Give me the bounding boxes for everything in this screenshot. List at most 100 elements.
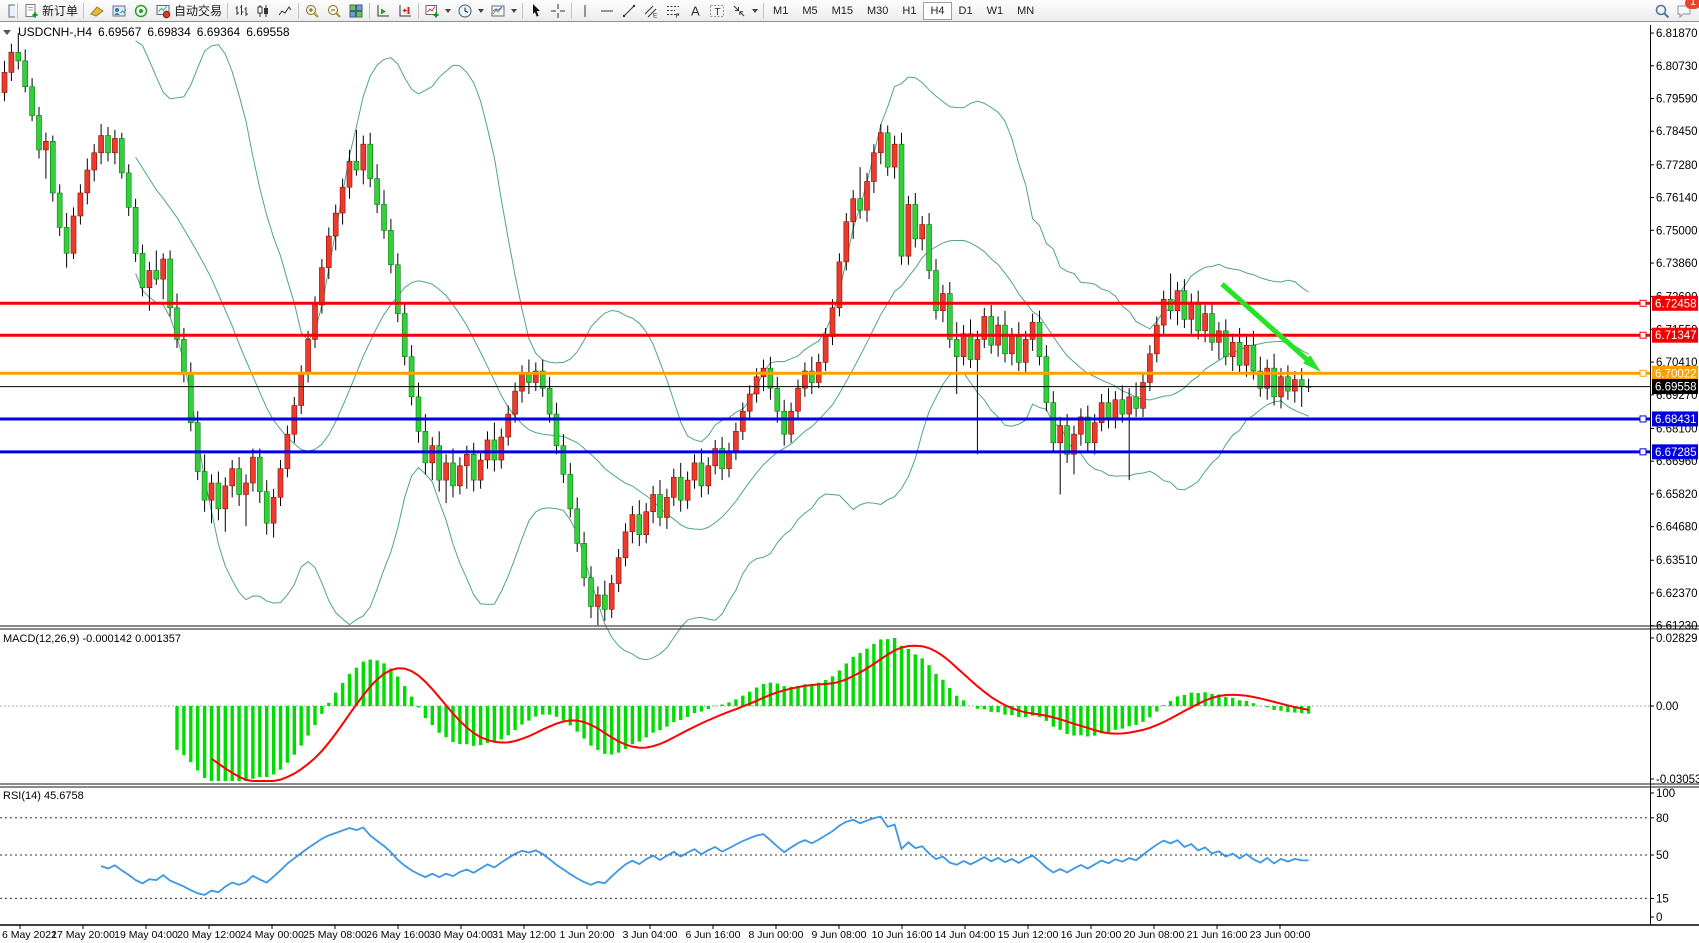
candle-down — [394, 264, 401, 314]
candle-down — [539, 370, 546, 389]
symbol-dropdown-icon[interactable] — [3, 29, 11, 35]
symbol-period-label: USDCNH-,H4 — [18, 25, 93, 39]
hline-1-badge-text: 6.71347 — [1655, 330, 1697, 342]
hline-3-badge — [1652, 411, 1698, 427]
rsi-tick-label: 50 — [1656, 850, 1669, 862]
search-button[interactable] — [1651, 1, 1673, 21]
candle-down — [181, 339, 187, 375]
candle-down — [1223, 330, 1229, 357]
arrows-tool-button[interactable] — [728, 1, 761, 21]
candle-down — [153, 270, 160, 280]
trendline-tool-button[interactable] — [618, 1, 640, 21]
candle-up — [891, 143, 898, 168]
candle-up — [505, 413, 512, 438]
signals-button[interactable] — [130, 1, 152, 21]
hline-3-badge-text: 6.68431 — [1655, 414, 1697, 426]
market-watch-button[interactable] — [108, 1, 130, 21]
templates-button[interactable] — [487, 1, 520, 21]
timeframe-m5[interactable]: M5 — [802, 4, 818, 17]
timeframe-m30[interactable]: M30 — [867, 4, 889, 17]
candle-down — [1209, 313, 1215, 343]
tile-windows-button[interactable] — [345, 1, 367, 21]
zoom-in-button[interactable] — [301, 1, 323, 21]
candle-up — [277, 468, 284, 498]
hline-handle[interactable] — [1639, 448, 1647, 456]
candle-up — [222, 485, 229, 510]
svg-text:T: T — [715, 7, 721, 18]
current-price-badge-text: 6.69558 — [1655, 382, 1697, 394]
bar-chart-button[interactable] — [230, 1, 252, 21]
channel-tool-button[interactable]: E — [640, 1, 662, 21]
trend-arrow-annotation[interactable] — [1220, 282, 1321, 372]
candle-up — [670, 476, 677, 498]
candle-down — [15, 51, 22, 62]
trend-arrow-head[interactable] — [1303, 355, 1321, 372]
trend-arrow-line[interactable] — [1220, 282, 1314, 366]
horizontal-line-tool-button[interactable] — [596, 1, 618, 21]
timeframe-w1[interactable]: W1 — [986, 4, 1004, 17]
auto-scroll-icon — [375, 3, 391, 19]
timeframe-h1[interactable]: H1 — [902, 4, 917, 17]
autotrading-button[interactable]: 自动交易 — [152, 1, 225, 21]
candle-up — [319, 267, 325, 306]
periods-button[interactable] — [454, 1, 487, 21]
candle-down — [546, 387, 553, 415]
rsi-axis: 100 80 50 15 0 — [1650, 788, 1675, 924]
candle-up — [864, 181, 870, 211]
text-tool-button[interactable]: A — [684, 1, 706, 21]
gold-wedge-icon — [89, 3, 105, 19]
text-label-tool-button[interactable]: T — [706, 1, 728, 21]
price-tick-label: 6.73860 — [1656, 258, 1698, 270]
toolbar-separator — [83, 2, 85, 19]
zoom-out-icon — [326, 3, 342, 19]
macd-axis: 0.02829 0.00 -0.030537 — [1650, 633, 1699, 786]
crosshair-tool-button[interactable] — [547, 1, 569, 21]
candle-down — [1119, 399, 1126, 415]
timeframe-m1[interactable]: M1 — [773, 4, 789, 17]
candle-up — [705, 465, 712, 487]
candle-up — [981, 316, 988, 340]
timeframe-mn[interactable]: MN — [1017, 4, 1035, 17]
candle-up — [512, 390, 518, 415]
candle-down — [29, 86, 35, 116]
candle-down — [898, 143, 905, 257]
timeframe-h4[interactable]: H4 — [923, 1, 952, 20]
horizontal-lines[interactable] — [0, 299, 1650, 456]
timeframe-m15[interactable]: M15 — [831, 4, 853, 17]
toolbar-separator — [522, 2, 524, 19]
hline-handle[interactable] — [1639, 369, 1647, 377]
candle-up — [795, 387, 801, 412]
candle-down — [422, 431, 429, 464]
zoom-out-button[interactable] — [323, 1, 345, 21]
candle-up — [739, 410, 746, 432]
hline-handle[interactable] — [1639, 331, 1647, 339]
candle-up — [77, 192, 84, 217]
hline-handle[interactable] — [1639, 299, 1647, 307]
gold-tool-button[interactable] — [86, 1, 108, 21]
new-order-button[interactable]: 新订单 — [20, 1, 81, 21]
vertical-line-tool-button[interactable] — [574, 1, 596, 21]
candle-up — [112, 138, 118, 154]
hline-handle[interactable] — [1639, 415, 1647, 423]
rsi-tick-label: 100 — [1656, 788, 1675, 800]
timeframe-d1[interactable]: D1 — [958, 4, 973, 17]
time-tick-label: 6 Jun 16:00 — [686, 929, 741, 941]
auto-scroll-button[interactable] — [372, 1, 394, 21]
clipped-toolbar-icon[interactable] — [0, 1, 15, 21]
fibonacci-tool-button[interactable]: F — [662, 1, 684, 21]
candle-down — [22, 60, 29, 88]
cursor-tool-button[interactable] — [525, 1, 547, 21]
line-chart-button[interactable] — [274, 1, 296, 21]
time-tick-label: 6 May 2022 — [2, 929, 57, 941]
candlestick-chart-button[interactable] — [252, 1, 274, 21]
indicators-button[interactable] — [421, 1, 454, 21]
crosshair-icon — [550, 3, 566, 19]
candle-down — [105, 135, 111, 154]
chart-shift-button[interactable] — [394, 1, 416, 21]
candle-down — [174, 307, 180, 340]
macd-main-value: -0.000142 — [82, 633, 133, 645]
chat-button[interactable]: 1 — [1673, 0, 1699, 21]
text-label-icon: T — [709, 3, 725, 19]
